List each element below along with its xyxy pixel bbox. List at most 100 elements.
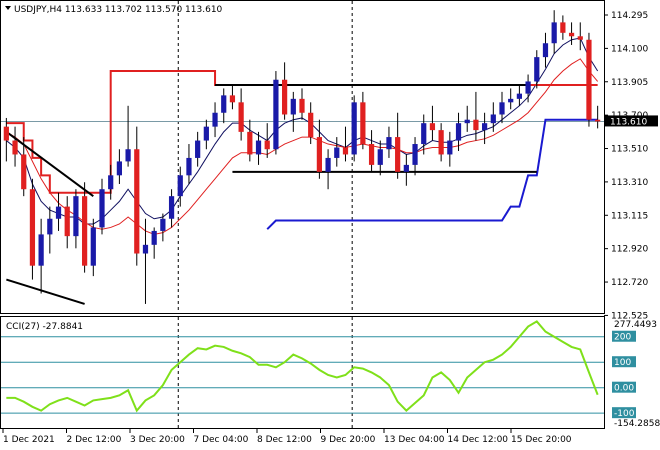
cci-level-badge [612,381,636,393]
candle [38,218,44,294]
candle [247,119,253,162]
dropdown-triangle-icon[interactable] [5,6,11,10]
candle [316,119,322,179]
candle-body [142,244,149,254]
candle [282,62,288,120]
candle-body [151,230,157,245]
candle [586,32,592,127]
candle [203,119,209,150]
current-price-label: 113.610 [610,117,647,127]
cci-tick-label: -154.2858 [614,419,660,429]
price-tick-label: 113.510 [611,145,648,155]
candle [542,32,549,68]
support-step-line [266,118,598,230]
price-pane-frame [0,0,605,314]
price-tick-label: 113.905 [611,78,648,88]
price-tick-label: 112.920 [611,245,648,255]
candle [334,137,340,167]
time-tick-label: 7 Dec 04:00 [194,435,249,445]
cci-level-badge [612,330,636,342]
cci-header: CCI(27) -27.8841 [6,322,83,332]
candle-body [229,95,236,103]
cci-tick-label: 100 [614,358,631,368]
candle-body [586,39,592,120]
candle [377,140,383,176]
candle [47,206,53,254]
candle [325,149,331,190]
candle [3,117,9,162]
indicator-lines [6,37,599,235]
candle-body [299,98,305,113]
price-tick-label: 113.115 [611,211,648,221]
candle [151,227,157,259]
cci-tick-label: 0.00 [614,384,634,394]
candle-body [177,175,183,197]
candle-body [525,81,531,94]
candle-body [360,102,366,145]
price-tick-label: 114.295 [611,11,648,21]
candle-body [308,112,314,138]
candle-body [238,102,244,132]
candle-body [264,140,270,150]
cci-tick-label: 200 [614,333,631,343]
price-tick-label: 112.525 [611,311,648,321]
candle [186,144,192,185]
candle-body [116,161,122,176]
price-tick-label: 114.100 [611,44,648,54]
candle-body [412,144,418,165]
current-price-badge [605,115,658,127]
candle-body [368,144,375,165]
candle [421,114,427,155]
candle [255,131,262,165]
candle [482,112,488,145]
candle [99,178,105,235]
candle [516,84,522,106]
ma-fast-line [6,37,599,225]
candle-body [499,102,505,115]
candle-body [64,206,70,237]
candle [142,218,149,304]
candle [525,74,531,103]
candle-body [99,189,105,228]
candle-body [429,123,436,131]
candle [386,126,392,158]
candle [221,88,227,124]
candle [12,126,18,167]
cci-levels [1,336,604,414]
candle [342,126,349,162]
candle-body [508,98,514,103]
candle-body [212,112,218,127]
candles [3,10,601,304]
candle [351,95,357,162]
symbol-header: USDJPY,H4 113.633 113.702 113.570 113.61… [14,5,223,15]
candle [177,166,183,207]
time-tick-label: 2 Dec 12:00 [67,435,122,445]
candle-body [38,234,44,266]
time-axis: 1 Dec 2021 2 Dec 12:00 3 Dec 20:00 7 Dec 04… [2,429,572,445]
candle-body [203,126,209,141]
candle-body [482,123,488,131]
candle-body [247,131,253,155]
candle [73,189,79,249]
time-tick-label: 3 Dec 20:00 [130,435,185,445]
candle-body [464,119,470,124]
candle-body [447,140,453,155]
ma-slow-line [6,58,599,235]
candle [108,164,114,200]
candle [595,105,601,129]
cci-pane-frame [0,316,605,429]
cci-line [6,320,599,413]
candle-body [421,123,427,145]
candle-body [160,218,166,231]
candle [29,178,36,280]
cci-tick-label: -100 [614,409,635,419]
candle-body [542,43,549,58]
candle [455,112,462,151]
candle-body [568,32,575,37]
candle [160,213,166,242]
trendline [5,131,94,197]
candle-body [134,149,140,254]
candle [429,105,436,141]
candle [290,91,296,132]
